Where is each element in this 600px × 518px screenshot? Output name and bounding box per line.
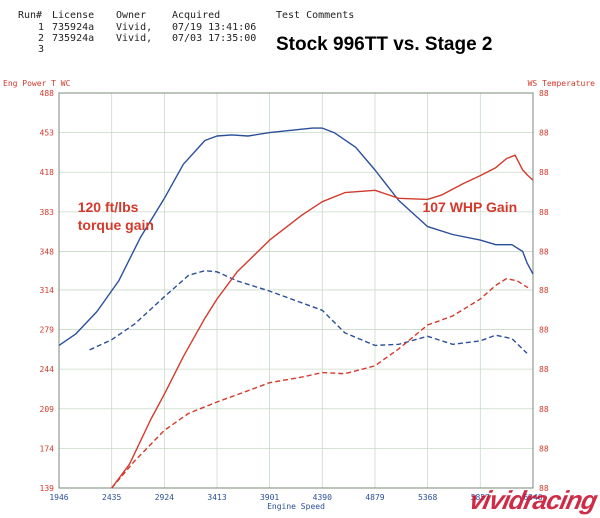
y-left-tick-label: 453 — [40, 129, 55, 138]
y-left-tick-label: 314 — [40, 286, 55, 295]
run-owner: Vivid, — [116, 22, 153, 33]
x-tick-label: 6346 — [523, 493, 542, 502]
x-tick-label: 2924 — [155, 493, 174, 502]
axis-ticks: 1946 2435 2924 3413 3901 4390 4879 5368 5857 6346… — [40, 89, 549, 502]
y-right-tick-label: 88 — [539, 444, 549, 453]
header-run-column: Run# — [18, 10, 43, 21]
series-line-dashed — [111, 277, 529, 489]
annotation-line: 120 ft/lbs — [78, 199, 139, 215]
chart-annotation: 120 ft/lbs torque gain — [78, 199, 154, 233]
y-left-tick-label: 244 — [40, 365, 55, 374]
x-tick-label: 4390 — [313, 493, 332, 502]
run-license: 735924a — [52, 33, 95, 44]
y-left-tick-label: 488 — [40, 89, 55, 98]
y-right-tick-label: 88 — [539, 405, 549, 414]
series-line-solid — [58, 127, 534, 346]
right-axis-label: WS Temperature — [528, 79, 596, 88]
y-right-tick-label: 88 — [539, 484, 549, 493]
run-number: 2 — [38, 33, 45, 44]
y-left-tick-label: 139 — [40, 484, 55, 493]
x-tick-label: 3901 — [260, 493, 279, 502]
header-license-column: License — [52, 10, 95, 21]
header-comments-column: Test Comments — [276, 10, 355, 21]
y-left-tick-label: 348 — [40, 247, 55, 256]
y-right-tick-label: 88 — [539, 365, 549, 374]
x-tick-label: 4879 — [365, 493, 384, 502]
dyno-chart: Eng Power T WC WS Temperature 1946 2435 29… — [3, 79, 596, 511]
left-axis-label: Eng Power T WC — [3, 79, 71, 88]
header-acquired-column: Acquired — [172, 10, 221, 21]
y-left-tick-label: 279 — [40, 326, 55, 335]
x-tick-label: 5368 — [418, 493, 437, 502]
run-license: 735924a — [52, 22, 95, 33]
y-left-tick-label: 174 — [40, 444, 55, 453]
series-line-dashed — [89, 270, 528, 354]
y-left-tick-label: 418 — [40, 168, 55, 177]
x-tick-label: 3413 — [207, 493, 226, 502]
y-right-tick-label: 88 — [539, 286, 549, 295]
chart-title: Stock 996TT vs. Stage 2 — [276, 34, 493, 55]
header-owner-column: Owner — [116, 10, 147, 21]
y-right-tick-label: 88 — [539, 326, 549, 335]
run-number: 3 — [38, 44, 45, 55]
chart-annotation: 107 WHP Gain — [422, 199, 517, 215]
run-header: Run# License Owner Acquired Test Comment… — [0, 0, 600, 62]
annotation-line: torque gain — [78, 217, 154, 233]
annotation-line: 107 WHP Gain — [422, 199, 517, 215]
y-right-tick-label: 88 — [539, 168, 549, 177]
y-right-tick-label: 88 — [539, 89, 549, 98]
vividracing-logo: vividracing — [466, 485, 600, 515]
x-tick-label: 5857 — [471, 493, 490, 502]
series-group — [58, 127, 534, 489]
run-acquired: 07/03 17:35:00 — [172, 33, 257, 44]
run-acquired: 07/19 13:41:06 — [172, 22, 257, 33]
y-right-tick-label: 88 — [539, 208, 549, 217]
x-tick-label: 1946 — [49, 493, 68, 502]
grid — [59, 93, 534, 488]
x-tick-label: 2435 — [102, 493, 121, 502]
y-right-tick-label: 88 — [539, 247, 549, 256]
run-owner: Vivid, — [116, 33, 153, 44]
series-line-solid — [111, 154, 534, 489]
run-number: 1 — [38, 22, 45, 33]
x-axis-label: Engine Speed — [267, 502, 325, 511]
annotations: 120 ft/lbs torque gain 107 WHP Gain — [78, 199, 517, 233]
y-left-tick-label: 383 — [40, 208, 55, 217]
plot-frame — [58, 92, 534, 489]
y-right-tick-label: 88 — [539, 129, 549, 138]
y-left-tick-label: 209 — [40, 405, 55, 414]
